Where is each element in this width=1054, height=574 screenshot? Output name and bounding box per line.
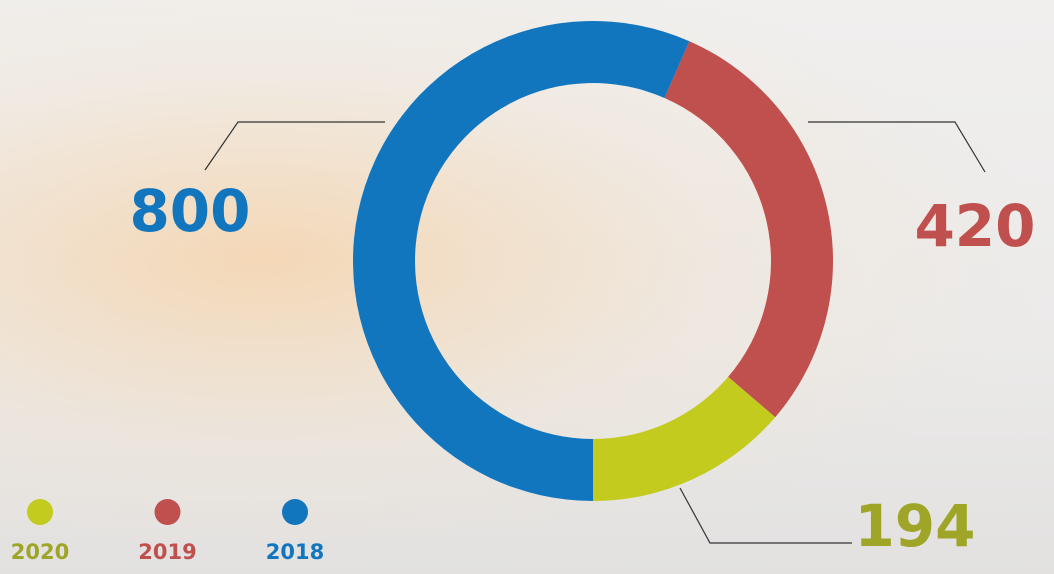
leader-line: [680, 488, 852, 543]
donut-segment: [664, 41, 833, 417]
value-label: 194: [854, 492, 975, 560]
legend-label: 2018: [266, 540, 324, 564]
leader-line: [205, 122, 385, 170]
legend-marker: [155, 499, 181, 525]
legend-marker: [282, 499, 308, 525]
legend-label: 2020: [11, 540, 69, 564]
donut-segment: [593, 377, 775, 501]
chart: 194 420 800 2020 2019 2018: [0, 0, 1054, 574]
donut-segment: [353, 21, 689, 501]
legend-label: 2019: [138, 540, 196, 564]
value-label: 800: [129, 177, 250, 245]
leader-line: [808, 122, 985, 172]
legend-marker: [27, 499, 53, 525]
value-label: 420: [914, 192, 1035, 260]
